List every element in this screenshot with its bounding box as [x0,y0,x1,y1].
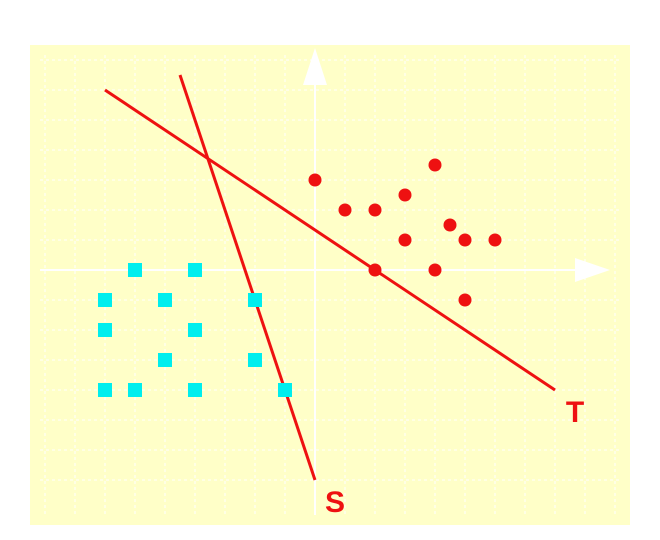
y-axis-arrow-icon [303,48,327,85]
point-cyan [278,383,292,397]
point-cyan [98,383,112,397]
separating-lines [104,74,556,481]
point-cyan [188,263,202,277]
point-red [428,158,442,172]
line-label-s: S [325,486,345,519]
point-cyan [248,293,262,307]
point-red [338,203,352,217]
point-red [368,263,382,277]
point-cyan [128,263,142,277]
point-cyan [248,353,262,367]
point-red [458,233,472,247]
point-red [368,203,382,217]
line-t [104,88,556,392]
grid [40,55,620,515]
point-red [443,218,457,232]
point-red [488,233,502,247]
point-cyan [128,383,142,397]
point-red [308,173,322,187]
point-cyan [158,353,172,367]
point-red [398,188,412,202]
point-red [458,293,472,307]
point-cyan [188,383,202,397]
point-red [428,263,442,277]
line-s [178,74,317,481]
x-axis-arrow-icon [575,258,610,282]
line-labels: ST [325,396,584,519]
plot-background [30,45,630,525]
point-cyan [158,293,172,307]
point-cyan [188,323,202,337]
point-cyan [98,323,112,337]
data-points [98,158,502,397]
line-label-t: T [566,396,584,429]
point-red [398,233,412,247]
point-cyan [98,293,112,307]
